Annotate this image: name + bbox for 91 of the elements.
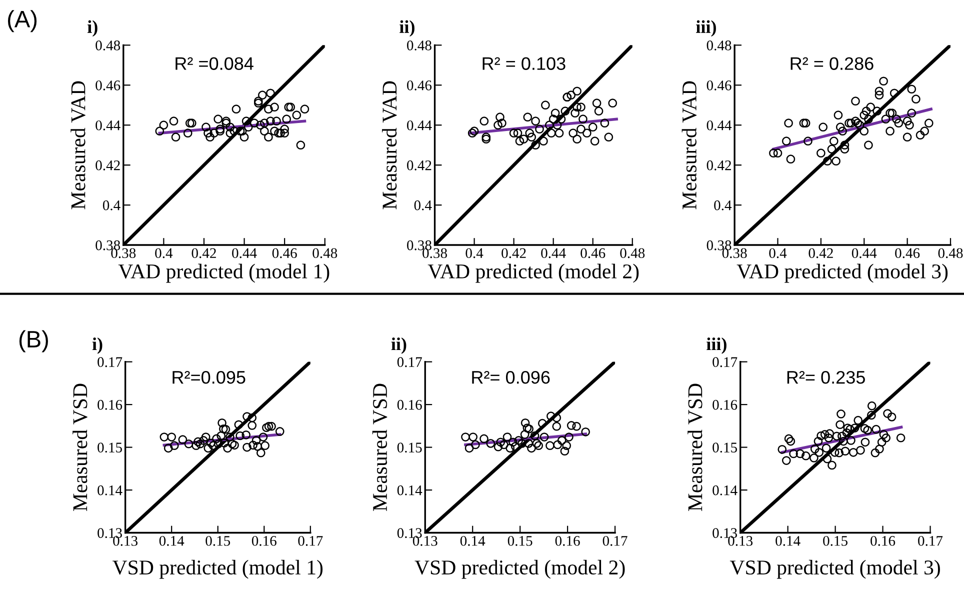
x-tick-label: 0.4 <box>466 248 484 258</box>
x-tick-label: 0.17 <box>918 536 943 546</box>
y-tick-label: 0.14 <box>98 485 122 496</box>
y-axis-title: Measured VSD <box>372 384 388 512</box>
chart-title: iii) <box>706 338 726 354</box>
x-axis-title: VAD predicted (model 3) <box>736 264 948 283</box>
x-tick-label: 0.16 <box>252 536 276 546</box>
x-tick-label: 0.42 <box>502 248 526 258</box>
y-axis-title: Measured VSD <box>688 384 702 512</box>
x-tick-label: 0.44 <box>852 248 877 258</box>
x-tick-label: 0.16 <box>870 536 896 546</box>
y-tick-label: 0.15 <box>712 442 738 453</box>
y-tick-label: 0.48 <box>96 40 120 50</box>
y-tick-label: 0.16 <box>397 400 422 410</box>
y-tick-label: 0.15 <box>397 442 422 453</box>
y-axis-title: Measured VSD <box>72 384 88 512</box>
y-tick-label: 0.13 <box>712 528 738 538</box>
x-tick-label: 0.14 <box>460 536 486 546</box>
y-tick-label: 0.14 <box>397 485 422 496</box>
x-axis-title: VSD predicted (model 3) <box>730 560 940 579</box>
x-axis-title: VAD predicted (model 2) <box>428 264 639 283</box>
chart-title: ii) <box>391 338 406 354</box>
y-tick-label: 0.38 <box>407 240 432 250</box>
y-tick-label: 0.48 <box>706 40 732 50</box>
y-axis-title: Measured VAD <box>682 81 697 210</box>
x-tick-label: 0.46 <box>895 248 920 258</box>
annotation: R² = 0.103 <box>482 57 566 70</box>
y-tick-label: 0.13 <box>98 528 122 538</box>
x-tick-label: 0.14 <box>776 536 800 546</box>
y-tick-label: 0.42 <box>407 160 432 170</box>
y-tick-label: 0.42 <box>706 160 731 170</box>
chart-title: i) <box>92 338 102 354</box>
x-tick-label: 0.17 <box>602 536 628 546</box>
y-tick-label: 0.4 <box>102 200 120 210</box>
y-tick-label: 0.44 <box>96 120 120 130</box>
y-tick-label: 0.16 <box>712 400 738 410</box>
y-tick-label: 0.44 <box>407 120 432 130</box>
y-tick-label: 0.13 <box>397 528 422 538</box>
y-tick-label: 0.38 <box>706 240 732 250</box>
x-tick-label: 0.4 <box>155 248 173 258</box>
x-tick-label: 0.44 <box>232 248 257 258</box>
x-tick-label: 0.38 <box>111 248 136 258</box>
chart-title: iii) <box>696 20 716 37</box>
y-tick-label: 0.42 <box>96 160 120 170</box>
x-tick-label: 0.38 <box>722 248 747 258</box>
y-tick-label: 0.46 <box>407 80 432 90</box>
y-tick-label: 0.38 <box>96 240 120 250</box>
y-tick-label: 0.16 <box>98 400 122 410</box>
x-axis-title: VSD predicted (model 2) <box>414 560 625 579</box>
annotation: R²= 0.235 <box>787 370 865 384</box>
y-tick-label: 0.4 <box>714 200 732 210</box>
x-tick-label: 0.13 <box>728 536 753 546</box>
y-tick-label: 0.48 <box>407 40 432 50</box>
x-axis-title: VSD predicted (model 1) <box>112 560 323 579</box>
y-tick-label: 0.44 <box>706 120 732 130</box>
y-tick-label: 0.46 <box>96 80 120 90</box>
x-tick-label: 0.46 <box>580 248 606 258</box>
y-tick-label: 0.17 <box>397 357 422 368</box>
y-axis-title: Measured VAD <box>70 81 86 210</box>
y-tick-label: 0.14 <box>712 485 738 496</box>
x-tick-label: 0.13 <box>113 536 138 546</box>
x-tick-label: 0.48 <box>620 248 645 258</box>
annotation: R²= 0.096 <box>472 370 550 384</box>
x-tick-label: 0.15 <box>508 536 532 546</box>
y-tick-label: 0.17 <box>712 357 738 368</box>
x-tick-label: 0.16 <box>555 536 580 546</box>
chart-title: i) <box>88 20 98 37</box>
y-axis-title: Measured VAD <box>382 81 397 210</box>
x-tick-label: 0.15 <box>206 536 230 546</box>
annotation: R²=0.095 <box>172 370 246 384</box>
y-tick-label: 0.15 <box>98 442 122 453</box>
text: (B) <box>19 330 48 352</box>
x-tick-label: 0.42 <box>192 248 216 258</box>
x-tick-label: 0.15 <box>823 536 848 546</box>
y-tick-label: 0.17 <box>98 357 122 368</box>
x-tick-label: 0.38 <box>422 248 447 258</box>
x-axis-title: VAD predicted (model 1) <box>118 264 330 283</box>
annotation: R² =0.084 <box>176 57 254 70</box>
x-tick-label: 0.14 <box>159 536 184 546</box>
y-tick-label: 0.4 <box>414 200 432 210</box>
text: (A) <box>8 10 37 32</box>
chart-title: ii) <box>400 20 414 37</box>
x-tick-label: 0.48 <box>938 248 963 258</box>
annotation: R² = 0.286 <box>790 57 874 70</box>
x-tick-label: 0.17 <box>298 536 323 546</box>
x-tick-label: 0.4 <box>769 248 787 258</box>
x-tick-label: 0.42 <box>808 248 833 258</box>
y-tick-label: 0.46 <box>706 80 732 90</box>
x-tick-label: 0.46 <box>272 248 297 258</box>
x-tick-label: 0.48 <box>312 248 338 258</box>
x-tick-label: 0.44 <box>541 248 566 258</box>
